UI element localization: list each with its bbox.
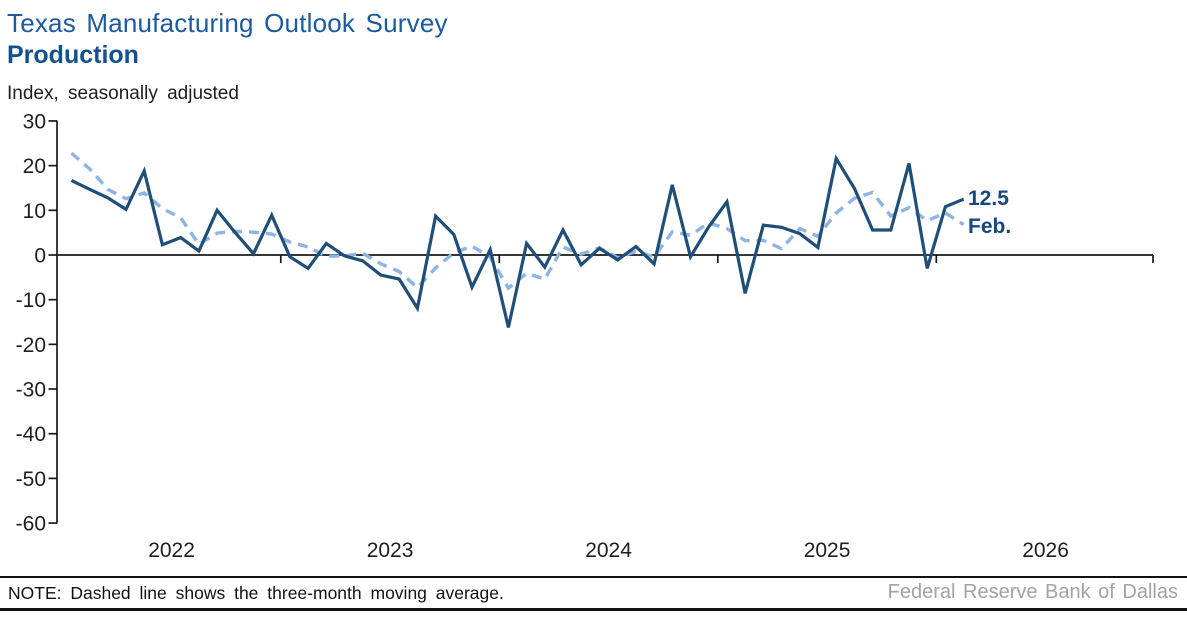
x-year-label: 2025	[804, 539, 851, 562]
page-title: Texas Manufacturing Outlook Survey	[7, 8, 448, 38]
series-moving-average	[70, 151, 965, 291]
y-tick-label: -10	[16, 289, 46, 312]
x-year-label: 2022	[148, 539, 195, 562]
last-value-annotation: 12.5 Feb.	[968, 185, 1011, 241]
y-tick-label: 30	[23, 110, 46, 133]
y-tick-label: -20	[16, 334, 46, 357]
page-subtitle: Production	[7, 41, 139, 69]
last-month-label: Feb.	[968, 215, 1012, 238]
brand-bottom-bar	[0, 608, 1187, 611]
y-tick-label: 10	[23, 200, 46, 223]
x-year-label: 2026	[1022, 539, 1069, 562]
last-value-label: 12.5	[968, 187, 1009, 210]
footer-divider	[0, 576, 1187, 578]
x-year-label: 2024	[585, 539, 632, 562]
series-production-monthly	[70, 154, 965, 328]
source-attribution: Federal Reserve Bank of Dallas	[887, 581, 1178, 603]
y-tick-label: 20	[23, 155, 46, 178]
y-tick-label: -30	[16, 379, 46, 402]
footnote: NOTE: Dashed line shows the three-month …	[8, 583, 504, 603]
y-tick-label: 0	[34, 245, 46, 268]
y-axis-unit-label: Index, seasonally adjusted	[7, 83, 239, 104]
y-tick-label: -40	[16, 423, 46, 446]
y-tick-label: -50	[16, 468, 46, 491]
x-year-label: 2023	[367, 539, 414, 562]
y-tick-label: -60	[16, 513, 46, 536]
